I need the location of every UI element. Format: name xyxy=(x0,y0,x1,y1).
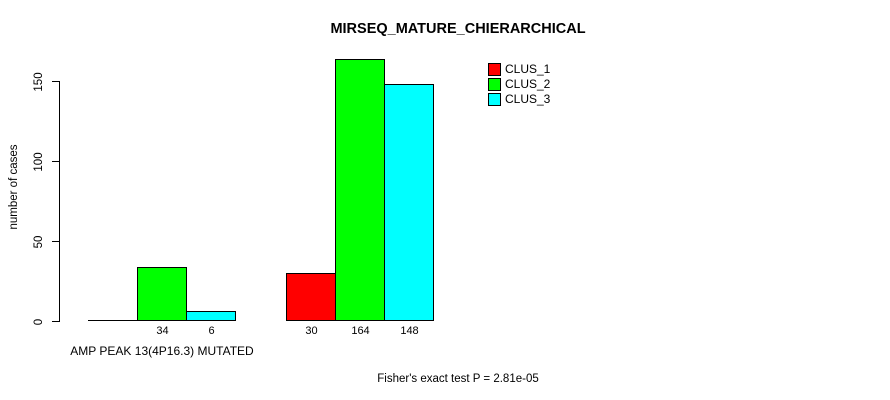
bar-clus_2 xyxy=(137,267,187,321)
y-axis-tick xyxy=(52,81,59,82)
legend-color-swatch-icon xyxy=(488,93,501,106)
legend-item: CLUS_1 xyxy=(488,63,550,76)
bar-zero-height xyxy=(88,320,138,321)
y-tick-label: 0 xyxy=(33,318,45,325)
y-tick-label: 100 xyxy=(33,151,45,172)
y-axis-line xyxy=(59,81,60,322)
legend-color-swatch-icon xyxy=(488,63,501,76)
y-tick-label: 150 xyxy=(33,71,45,92)
bar-clus_2 xyxy=(335,59,385,321)
y-axis-tick xyxy=(52,161,59,162)
legend-label: CLUS_2 xyxy=(505,77,551,91)
bar-value-label: 30 xyxy=(305,325,318,337)
annotation-text: Fisher's exact test P = 2.81e-05 xyxy=(377,373,539,385)
legend-item: CLUS_3 xyxy=(488,93,550,106)
y-tick-label: 50 xyxy=(33,235,45,248)
legend-label: CLUS_1 xyxy=(505,62,551,76)
chart-title: MIRSEQ_MATURE_CHIERARCHICAL xyxy=(330,21,586,37)
legend-item: CLUS_2 xyxy=(488,78,550,91)
bar-value-label: 148 xyxy=(400,325,419,337)
bar-clus_3 xyxy=(186,311,236,321)
bar-value-label: 164 xyxy=(351,325,370,337)
y-axis-tick xyxy=(52,241,59,242)
legend-label: CLUS_3 xyxy=(505,92,551,106)
bar-value-label: 6 xyxy=(208,325,215,337)
legend-color-swatch-icon xyxy=(488,78,501,91)
bar-value-label: 34 xyxy=(156,325,169,337)
legend: CLUS_1 CLUS_2 CLUS_3 xyxy=(488,63,550,108)
bar-clus_3 xyxy=(384,84,434,321)
x-category-label: AMP PEAK 13(4P16.3) MUTATED xyxy=(70,344,254,358)
y-axis-tick xyxy=(52,321,59,322)
bar-clus_1 xyxy=(286,273,336,321)
